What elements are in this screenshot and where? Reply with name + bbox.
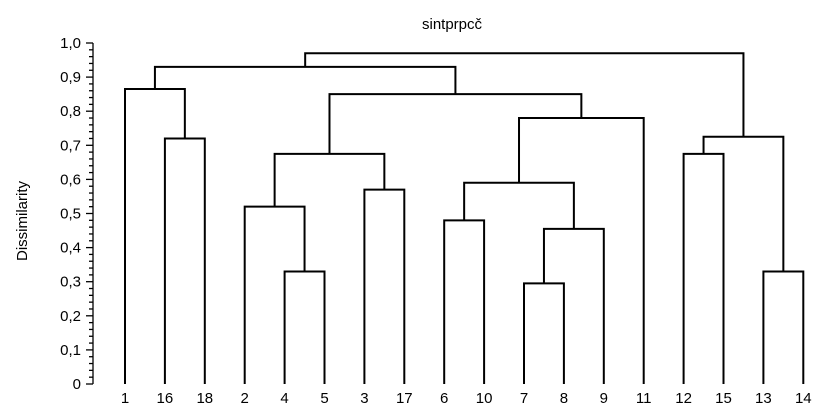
leaf-label: 18 [196,390,213,407]
dendrogram-link [523,282,565,384]
dendrogram-link [542,227,605,384]
y-tick-label: 0 [73,376,81,393]
y-tick-label: 0,1 [60,342,81,359]
dendrogram-link [153,65,457,95]
leaf-label: 8 [560,390,568,407]
leaf-label: 2 [241,390,249,407]
leaf-label: 5 [320,390,328,407]
chart-title: sintprpcč [422,16,483,33]
y-tick-label: 0,4 [60,240,81,257]
leaf-label: 13 [755,390,772,407]
y-axis: 0 0,1 0,2 0,3 0,4 0,5 0,6 0,7 0,8 0,9 1,0 [60,35,94,393]
leaf-label: 6 [440,390,448,407]
dendrogram-link [682,152,725,384]
y-tick-label: 1,0 [60,35,81,52]
leaf-label: 9 [600,390,608,407]
leaf-label: 4 [280,390,288,407]
leaf-label: 17 [396,390,413,407]
dendrogram-link [762,270,805,384]
leaf-label: 15 [715,390,732,407]
leaf-label: 11 [636,390,652,407]
leaf-label: 14 [795,390,812,407]
leaf-label: 1 [121,390,129,407]
dendrogram-link [518,117,645,384]
leaf-label: 10 [476,390,493,407]
leaf-labels: 1 16 18 2 4 5 3 17 6 10 7 8 9 11 12 15 13 14 [121,390,812,407]
dendrogram-links [124,52,805,384]
dendrogram-link [273,152,386,207]
y-tick-label: 0,8 [60,103,81,120]
dendrogram-link [124,88,186,384]
y-tick-label: 0,9 [60,69,81,86]
y-axis-label: Dissimilarity [14,181,31,261]
dendrogram-link [363,188,406,384]
dendrogram-link [243,205,306,384]
leaf-label: 3 [360,390,368,407]
dendrogram-link [283,270,326,384]
dendrogram-link [163,137,206,384]
dendrogram-link [702,135,785,272]
leaf-label: 7 [520,390,528,407]
y-tick-label: 0,3 [60,274,81,291]
leaf-label: 12 [675,390,692,407]
dendrogram-link [328,93,583,154]
dendrogram-link [304,52,745,137]
leaf-label: 16 [157,390,174,407]
y-tick-label: 0,6 [60,171,81,188]
y-tick-label: 0,5 [60,206,81,223]
y-tick-label: 0,2 [60,308,81,325]
dendrogram-link [443,219,486,384]
y-tick-label: 0,7 [60,137,81,154]
dendrogram-link [463,181,575,229]
